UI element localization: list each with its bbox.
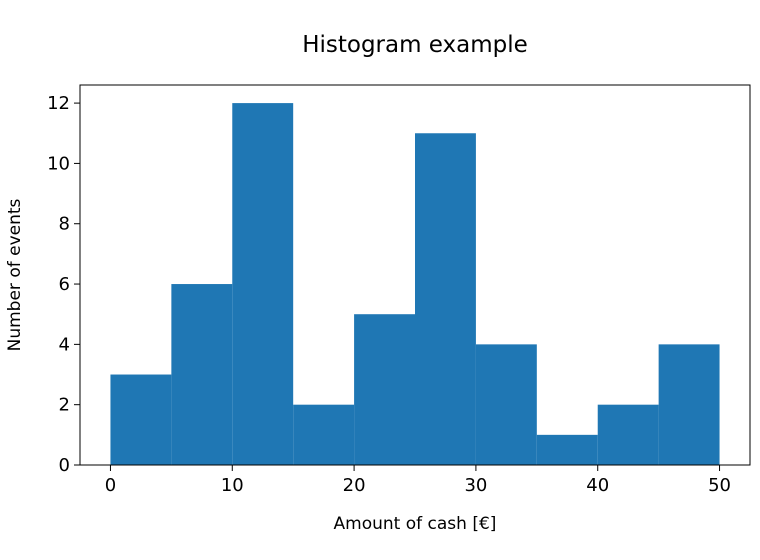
y-tick-label-4: 8 <box>59 214 70 235</box>
y-tick-label-3: 6 <box>59 274 70 295</box>
chart-title: Histogram example <box>302 32 528 58</box>
plot-frame <box>79 84 751 466</box>
bars <box>110 103 720 465</box>
x-tick-label-4: 40 <box>586 475 609 496</box>
x-tick-label-2: 20 <box>343 475 366 496</box>
histogram-bar-6 <box>475 344 537 465</box>
histogram-bar-5 <box>415 133 476 465</box>
histogram-bar-9 <box>658 344 720 465</box>
y-axis-ticks: 0 2 4 6 8 10 12 <box>47 93 80 476</box>
histogram-bar-0 <box>110 374 172 465</box>
histogram-bar-4 <box>354 314 415 465</box>
y-tick-label-2: 4 <box>59 334 70 355</box>
x-tick-label-3: 30 <box>464 475 487 496</box>
x-tick-label-5: 50 <box>708 475 731 496</box>
histogram-bar-8 <box>597 404 659 465</box>
y-tick-label-6: 12 <box>47 93 70 114</box>
y-tick-label-5: 10 <box>47 153 70 174</box>
y-axis-title: Number of events <box>5 198 25 351</box>
x-axis-ticks: 0 10 20 30 40 50 <box>105 465 731 496</box>
histogram-bar-7 <box>536 434 598 465</box>
x-axis-title: Amount of cash [€] <box>334 514 497 534</box>
histogram-bar-1 <box>171 284 233 465</box>
x-tick-label-0: 0 <box>105 475 116 496</box>
histogram-bar-3 <box>293 404 355 465</box>
y-tick-label-1: 2 <box>59 395 70 416</box>
histogram-bar-2 <box>232 103 294 465</box>
y-tick-label-0: 0 <box>59 455 70 476</box>
x-tick-label-1: 10 <box>221 475 244 496</box>
